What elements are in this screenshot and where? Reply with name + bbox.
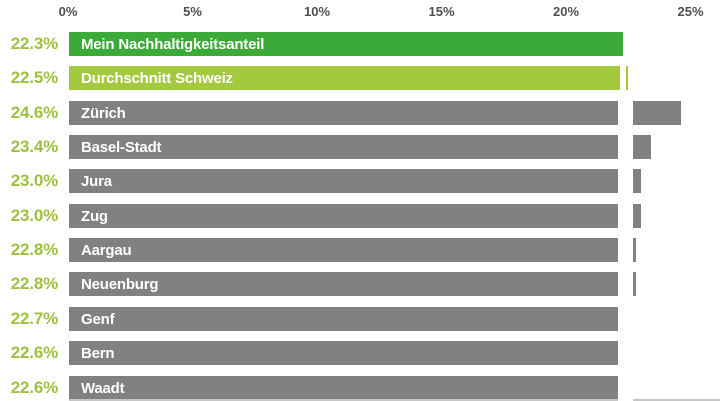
x-axis-tick-label: 20% xyxy=(552,4,580,19)
bar-label: Zürich xyxy=(81,104,126,122)
bar-label: Neuenburg xyxy=(81,276,159,294)
bar-value-label: 23.0% xyxy=(10,171,58,191)
x-axis-tick-label: 0% xyxy=(58,4,78,19)
bar-value-label: 22.3% xyxy=(10,34,58,53)
marker-clearance xyxy=(617,90,633,401)
bar: Zürich xyxy=(69,100,681,125)
next-bar-sliver xyxy=(69,399,720,401)
bar-label: Aargau xyxy=(81,242,132,260)
bar-value-label: 22.5% xyxy=(10,68,58,88)
bar-label: Waadt xyxy=(81,379,125,397)
bar-value-label: 22.6% xyxy=(10,377,58,397)
bar-value-label: 23.4% xyxy=(10,137,58,157)
x-axis-tick-label: 10% xyxy=(303,4,331,19)
bar-label: Zug xyxy=(81,207,108,225)
bar: Waadt xyxy=(69,375,631,400)
bar: Genf xyxy=(69,306,634,331)
x-axis-tick-label: 25% xyxy=(677,4,704,19)
bar-label: Mein Nachhaltigkeitsanteil xyxy=(81,36,265,53)
bar-value-label: 22.6% xyxy=(10,343,58,363)
x-axis-tick-label: 5% xyxy=(183,4,202,19)
bar: Zug xyxy=(69,203,641,228)
x-axis-tick-label: 15% xyxy=(428,4,455,19)
bar-value-label: 22.8% xyxy=(10,240,58,260)
bar-label: Durchschnitt Schweiz xyxy=(81,70,233,88)
bar-label: Basel-Stadt xyxy=(81,139,162,157)
bar-value-label: 22.7% xyxy=(10,308,58,328)
marker-clearance xyxy=(619,66,627,91)
bar-label: Genf xyxy=(81,310,115,328)
bar: Mein Nachhaltigkeitsanteil xyxy=(69,32,624,56)
bar-label: Bern xyxy=(81,345,115,363)
bar: Durchschnitt Schweiz xyxy=(69,66,629,91)
bar-label: Jura xyxy=(81,173,112,191)
bar: Aargau xyxy=(69,238,636,263)
bar: Jura xyxy=(69,169,641,194)
bar: Basel-Stadt xyxy=(69,135,651,160)
bar-value-label: 24.6% xyxy=(10,102,58,122)
bar: Neuenburg xyxy=(69,272,636,297)
bar-value-label: 23.0% xyxy=(10,205,58,225)
bar-value-label: 22.8% xyxy=(10,274,58,294)
bar: Bern xyxy=(69,341,631,366)
